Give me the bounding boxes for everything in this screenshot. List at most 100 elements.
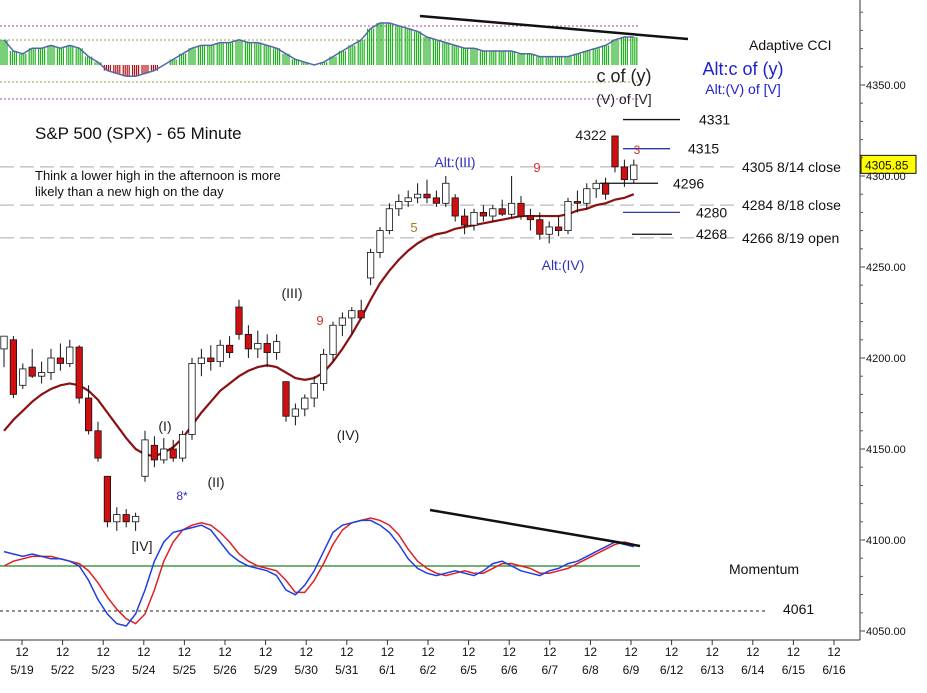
x-tick-date: 6/15	[782, 663, 806, 677]
candle-body	[178, 434, 187, 459]
wave-label: (III)	[282, 285, 303, 301]
candle-body	[564, 201, 572, 231]
x-tick-hour: 12	[137, 645, 151, 659]
candle-body	[555, 226, 563, 232]
x-tick-hour: 12	[15, 645, 29, 659]
x-tick-hour: 12	[706, 645, 720, 659]
candle-body	[395, 201, 403, 210]
x-tick-date: 5/23	[92, 663, 116, 677]
wave-label: (V) of [V]	[596, 91, 651, 107]
candle-body	[479, 211, 488, 217]
y-tick-label: 4050.00	[866, 626, 906, 638]
candle-body	[19, 368, 27, 386]
candle-body	[460, 215, 469, 226]
x-tick-hour: 12	[56, 645, 70, 659]
candle-body	[329, 324, 337, 355]
candle-body	[451, 197, 459, 217]
candle-body	[573, 201, 582, 204]
candle-body	[442, 182, 450, 204]
candle-body	[592, 182, 600, 190]
candle-body	[141, 439, 149, 477]
x-tick-date: 5/19	[10, 663, 34, 677]
x-tick-hour: 12	[543, 645, 557, 659]
candle-body	[385, 208, 394, 231]
candle-body	[254, 343, 262, 350]
y-tick-label: 4250.00	[866, 262, 906, 274]
y-tick-label: 4200.00	[866, 353, 906, 365]
candle-body	[0, 335, 8, 350]
candle-body	[94, 430, 102, 459]
x-tick-hour: 12	[97, 645, 111, 659]
candle-body	[150, 444, 158, 461]
x-tick-date: 6/12	[660, 663, 684, 677]
last-price-box	[860, 154, 917, 174]
x-tick-date: 6/9	[623, 663, 640, 677]
x-tick-hour: 12	[381, 645, 395, 659]
cci-panel-label: Adaptive CCI	[749, 37, 831, 53]
candle-body	[357, 310, 365, 319]
candle-body	[338, 317, 347, 326]
x-tick-hour: 12	[340, 645, 354, 659]
candle-body	[413, 193, 422, 199]
wave-label: (IV)	[337, 427, 360, 443]
x-tick-date: 6/8	[582, 663, 599, 677]
wave-label: 4322	[575, 127, 606, 143]
x-tick-date: 5/29	[254, 663, 278, 677]
wave-label: 9	[316, 313, 323, 328]
x-tick-hour: 12	[300, 645, 314, 659]
candle-body	[56, 357, 65, 364]
cci-line	[3, 22, 634, 77]
candle-body	[47, 357, 55, 373]
momentum-panel-label: Momentum	[729, 561, 799, 577]
candle-body	[432, 197, 441, 204]
x-tick-date: 6/14	[741, 663, 765, 677]
candle-body	[263, 343, 271, 353]
x-tick-date: 5/24	[132, 663, 156, 677]
reference-level-label: 4266 8/19 open	[742, 230, 839, 246]
y-tick-label: 4150.00	[866, 444, 906, 456]
candle-body	[404, 197, 412, 202]
level-label: 4331	[699, 112, 730, 128]
candle-body	[244, 333, 252, 350]
candle-body	[197, 357, 205, 364]
x-tick-date: 5/26	[213, 663, 237, 677]
x-tick-date: 6/5	[460, 663, 477, 677]
candle-body	[160, 448, 168, 461]
wave-label: (II)	[207, 474, 224, 490]
candle-body	[169, 448, 177, 459]
chart-title: S&P 500 (SPX) - 65 Minute	[35, 124, 242, 143]
candle-body	[272, 341, 281, 353]
x-tick-hour: 12	[827, 645, 841, 659]
x-tick-date: 6/6	[501, 663, 518, 677]
candle-body	[526, 215, 535, 221]
wave-label: Alt:(III)	[434, 154, 475, 170]
candle-body	[28, 366, 36, 377]
x-tick-hour: 12	[462, 645, 476, 659]
x-tick-date: 6/1	[379, 663, 396, 677]
candle-body	[216, 344, 224, 363]
candle-body	[66, 346, 74, 364]
chart-note-line-2: likely than a new high on the day	[35, 184, 224, 199]
x-tick-hour: 12	[178, 645, 192, 659]
candle-body	[75, 346, 83, 399]
candle-body	[122, 514, 130, 523]
candle-body	[348, 310, 356, 319]
candle-body	[225, 344, 234, 353]
level-label: 4296	[673, 175, 704, 191]
x-tick-hour: 12	[503, 645, 517, 659]
x-tick-date: 5/30	[295, 663, 319, 677]
candle-body	[517, 202, 525, 217]
wave-label: (I)	[158, 418, 171, 434]
wave-label: Alt:c of (y)	[702, 59, 783, 79]
candle-body	[376, 230, 384, 253]
level-label: 4268	[696, 226, 727, 242]
candle-body	[85, 397, 93, 432]
wave-label: [IV]	[131, 538, 152, 554]
candle-body	[291, 408, 300, 417]
last-price-label: 4305.85	[865, 158, 909, 172]
wave-label: 8*	[176, 489, 188, 503]
reference-level-label: 4284 8/18 close	[742, 197, 841, 213]
